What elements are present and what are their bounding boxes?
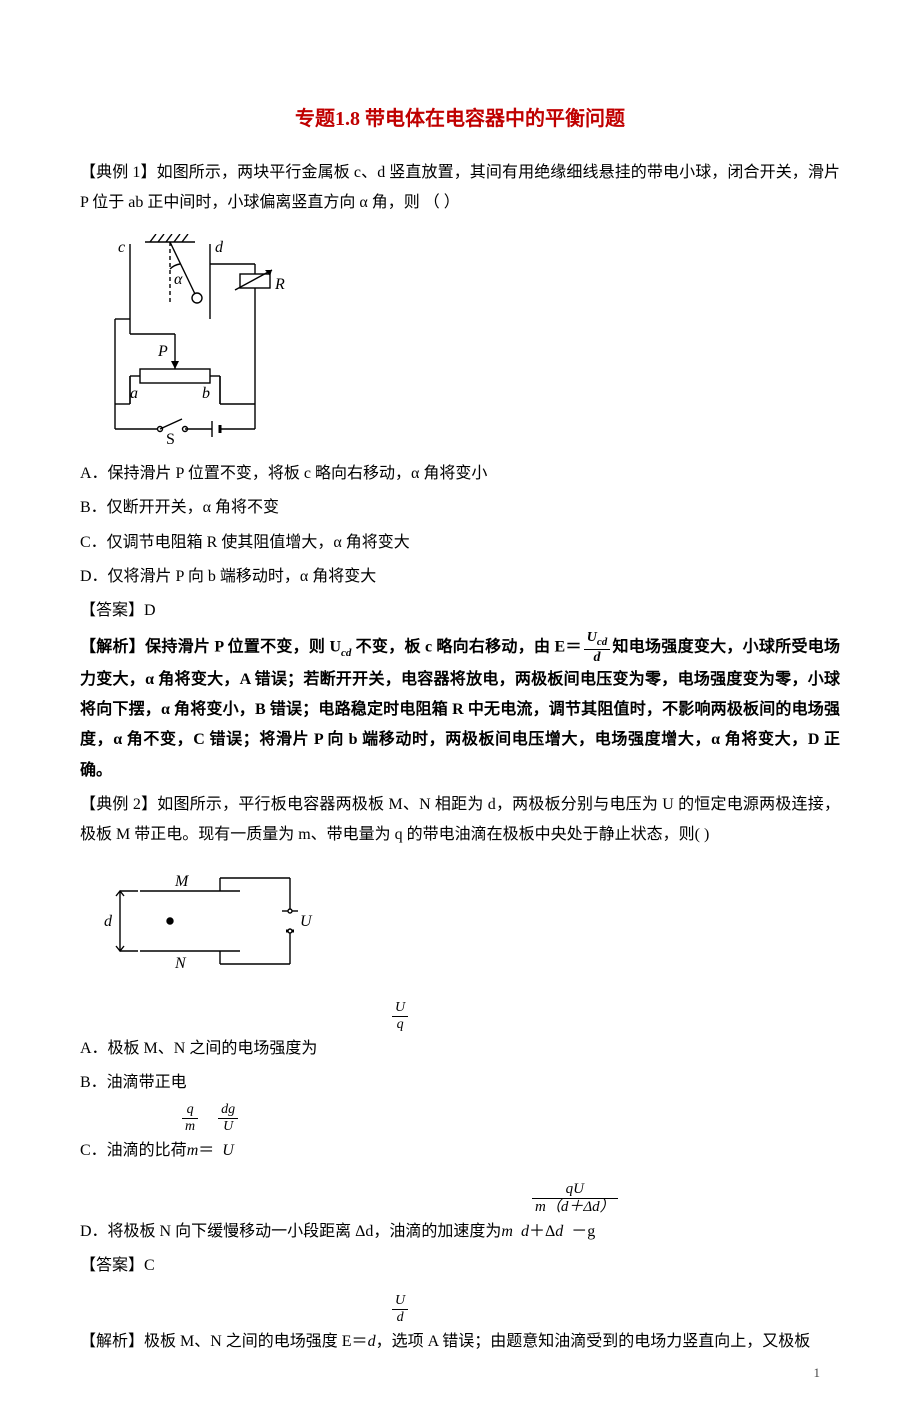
expl1-post: 知电场强度变大，小球所受电场力变大，α 角将变大，A 错误；若断开开关，电容器将… xyxy=(80,638,840,778)
fig1-label-R: R xyxy=(274,276,285,293)
example1-label: 【典例 1】 xyxy=(80,164,157,181)
expl2-den: d xyxy=(392,1310,408,1325)
example1-option-C: C．仅调节电阻箱 R 使其阻值增大，α 角将变大 xyxy=(80,528,840,558)
fig1-label-b: b xyxy=(202,385,210,402)
example1-answer: 【答案】D xyxy=(80,596,840,626)
document-title: 专题1.8 带电体在电容器中的平衡问题 xyxy=(80,100,840,138)
expl1-mid1: 不变，板 c 略向右移动，由 E＝ xyxy=(351,638,581,655)
fig1-label-c: c xyxy=(118,239,125,256)
example2-option-A: A．极板 M、N 之间的电场强度为 xyxy=(80,1034,840,1064)
example2-explanation: 【解析】极板 M、N 之间的电场强度 E＝d，选项 A 错误；由题意知油滴受到的… xyxy=(80,1327,840,1357)
example1-stem: 【典例 1】如图所示，两块平行金属板 c、d 竖直放置，其间有用绝缘细线悬挂的带… xyxy=(80,158,840,219)
optA-frac-above: Uq xyxy=(390,1001,840,1032)
page-number: 1 xyxy=(814,1361,821,1386)
optA-text: A．极板 M、N 之间的电场强度为 xyxy=(80,1040,317,1057)
expl2-pre: 【解析】极板 M、N 之间的电场强度 E＝ xyxy=(80,1333,368,1350)
fig1-label-d: d xyxy=(215,239,224,256)
fig2-label-d: d xyxy=(104,913,113,930)
optC-text: C．油滴的比荷 xyxy=(80,1142,187,1159)
fig2-label-M: M xyxy=(174,873,190,890)
optD-text: D．将极板 N 向下缓慢移动一小段距离 Δd，油滴的加速度为 xyxy=(80,1223,501,1240)
fig1-label-P: P xyxy=(157,343,168,360)
fig2-label-U: U xyxy=(300,913,313,930)
example1-text: 如图所示，两块平行金属板 c、d 竖直放置，其间有用绝缘细线悬挂的带电小球，闭合… xyxy=(80,164,840,211)
example1-option-A: A．保持滑片 P 位置不变，将板 c 略向右移动，α 角将变小 xyxy=(80,459,840,489)
optC-num2: dg xyxy=(218,1103,238,1119)
expl1-pre: 【解析】保持滑片 P 位置不变，则 U xyxy=(80,638,341,655)
figure-1: c d α R P a b S xyxy=(100,234,840,444)
expl2-frac-above: Ud xyxy=(390,1294,840,1325)
example2-text: 如图所示，平行板电容器两极板 M、N 相距为 d，两极板分别与电压为 U 的恒定… xyxy=(80,796,840,843)
optA-den: q xyxy=(392,1017,408,1032)
example1-option-B: B．仅断开开关，α 角将不变 xyxy=(80,493,840,523)
expl1-frac-num: U xyxy=(587,630,597,645)
optA-num: U xyxy=(392,1001,408,1017)
expl1-frac-num-sub: cd xyxy=(597,636,607,648)
optD-den: m（d＋Δd） xyxy=(532,1199,618,1215)
optC-den2: U xyxy=(218,1119,238,1134)
fig1-label-a: a xyxy=(130,385,138,402)
optD-num: qU xyxy=(532,1182,618,1199)
example2-stem: 【典例 2】如图所示，平行板电容器两极板 M、N 相距为 d，两极板分别与电压为… xyxy=(80,790,840,851)
expl1-frac-den: d xyxy=(584,650,611,665)
optC-den1: m xyxy=(182,1119,198,1134)
optC-mid: ＝ xyxy=(198,1142,214,1159)
figure-2: M N d U xyxy=(100,866,840,986)
example2-option-B: B．油滴带正电 xyxy=(80,1068,840,1098)
fig2-label-N: N xyxy=(174,955,187,972)
example1-option-D: D．仅将滑片 P 向 b 端移动时，α 角将变大 xyxy=(80,562,840,592)
example2-answer: 【答案】C xyxy=(80,1251,840,1281)
optC-frac-above: qm dgU xyxy=(180,1103,840,1134)
expl2-post: ，选项 A 错误；由题意知油滴受到的电场力竖直向上，又极板 xyxy=(376,1333,811,1350)
optC-num1: q xyxy=(182,1103,198,1119)
expl1-frac: Ucd d xyxy=(584,631,611,665)
optD-frac-above: qUm（d＋Δd） xyxy=(530,1182,840,1215)
example2-option-D: D．将极板 N 向下缓慢移动一小段距离 Δd，油滴的加速度为m d＋Δd －g xyxy=(80,1217,840,1247)
expl1-cd: cd xyxy=(341,647,351,659)
example2-option-C: C．油滴的比荷m＝ U xyxy=(80,1136,840,1166)
example2-label: 【典例 2】 xyxy=(80,796,157,813)
optD-tail: －g xyxy=(571,1223,595,1240)
fig1-label-S: S xyxy=(166,431,175,444)
fig1-label-alpha: α xyxy=(174,271,183,288)
example1-explanation: 【解析】保持滑片 P 位置不变，则 Ucd 不变，板 c 略向右移动，由 E＝U… xyxy=(80,631,840,786)
